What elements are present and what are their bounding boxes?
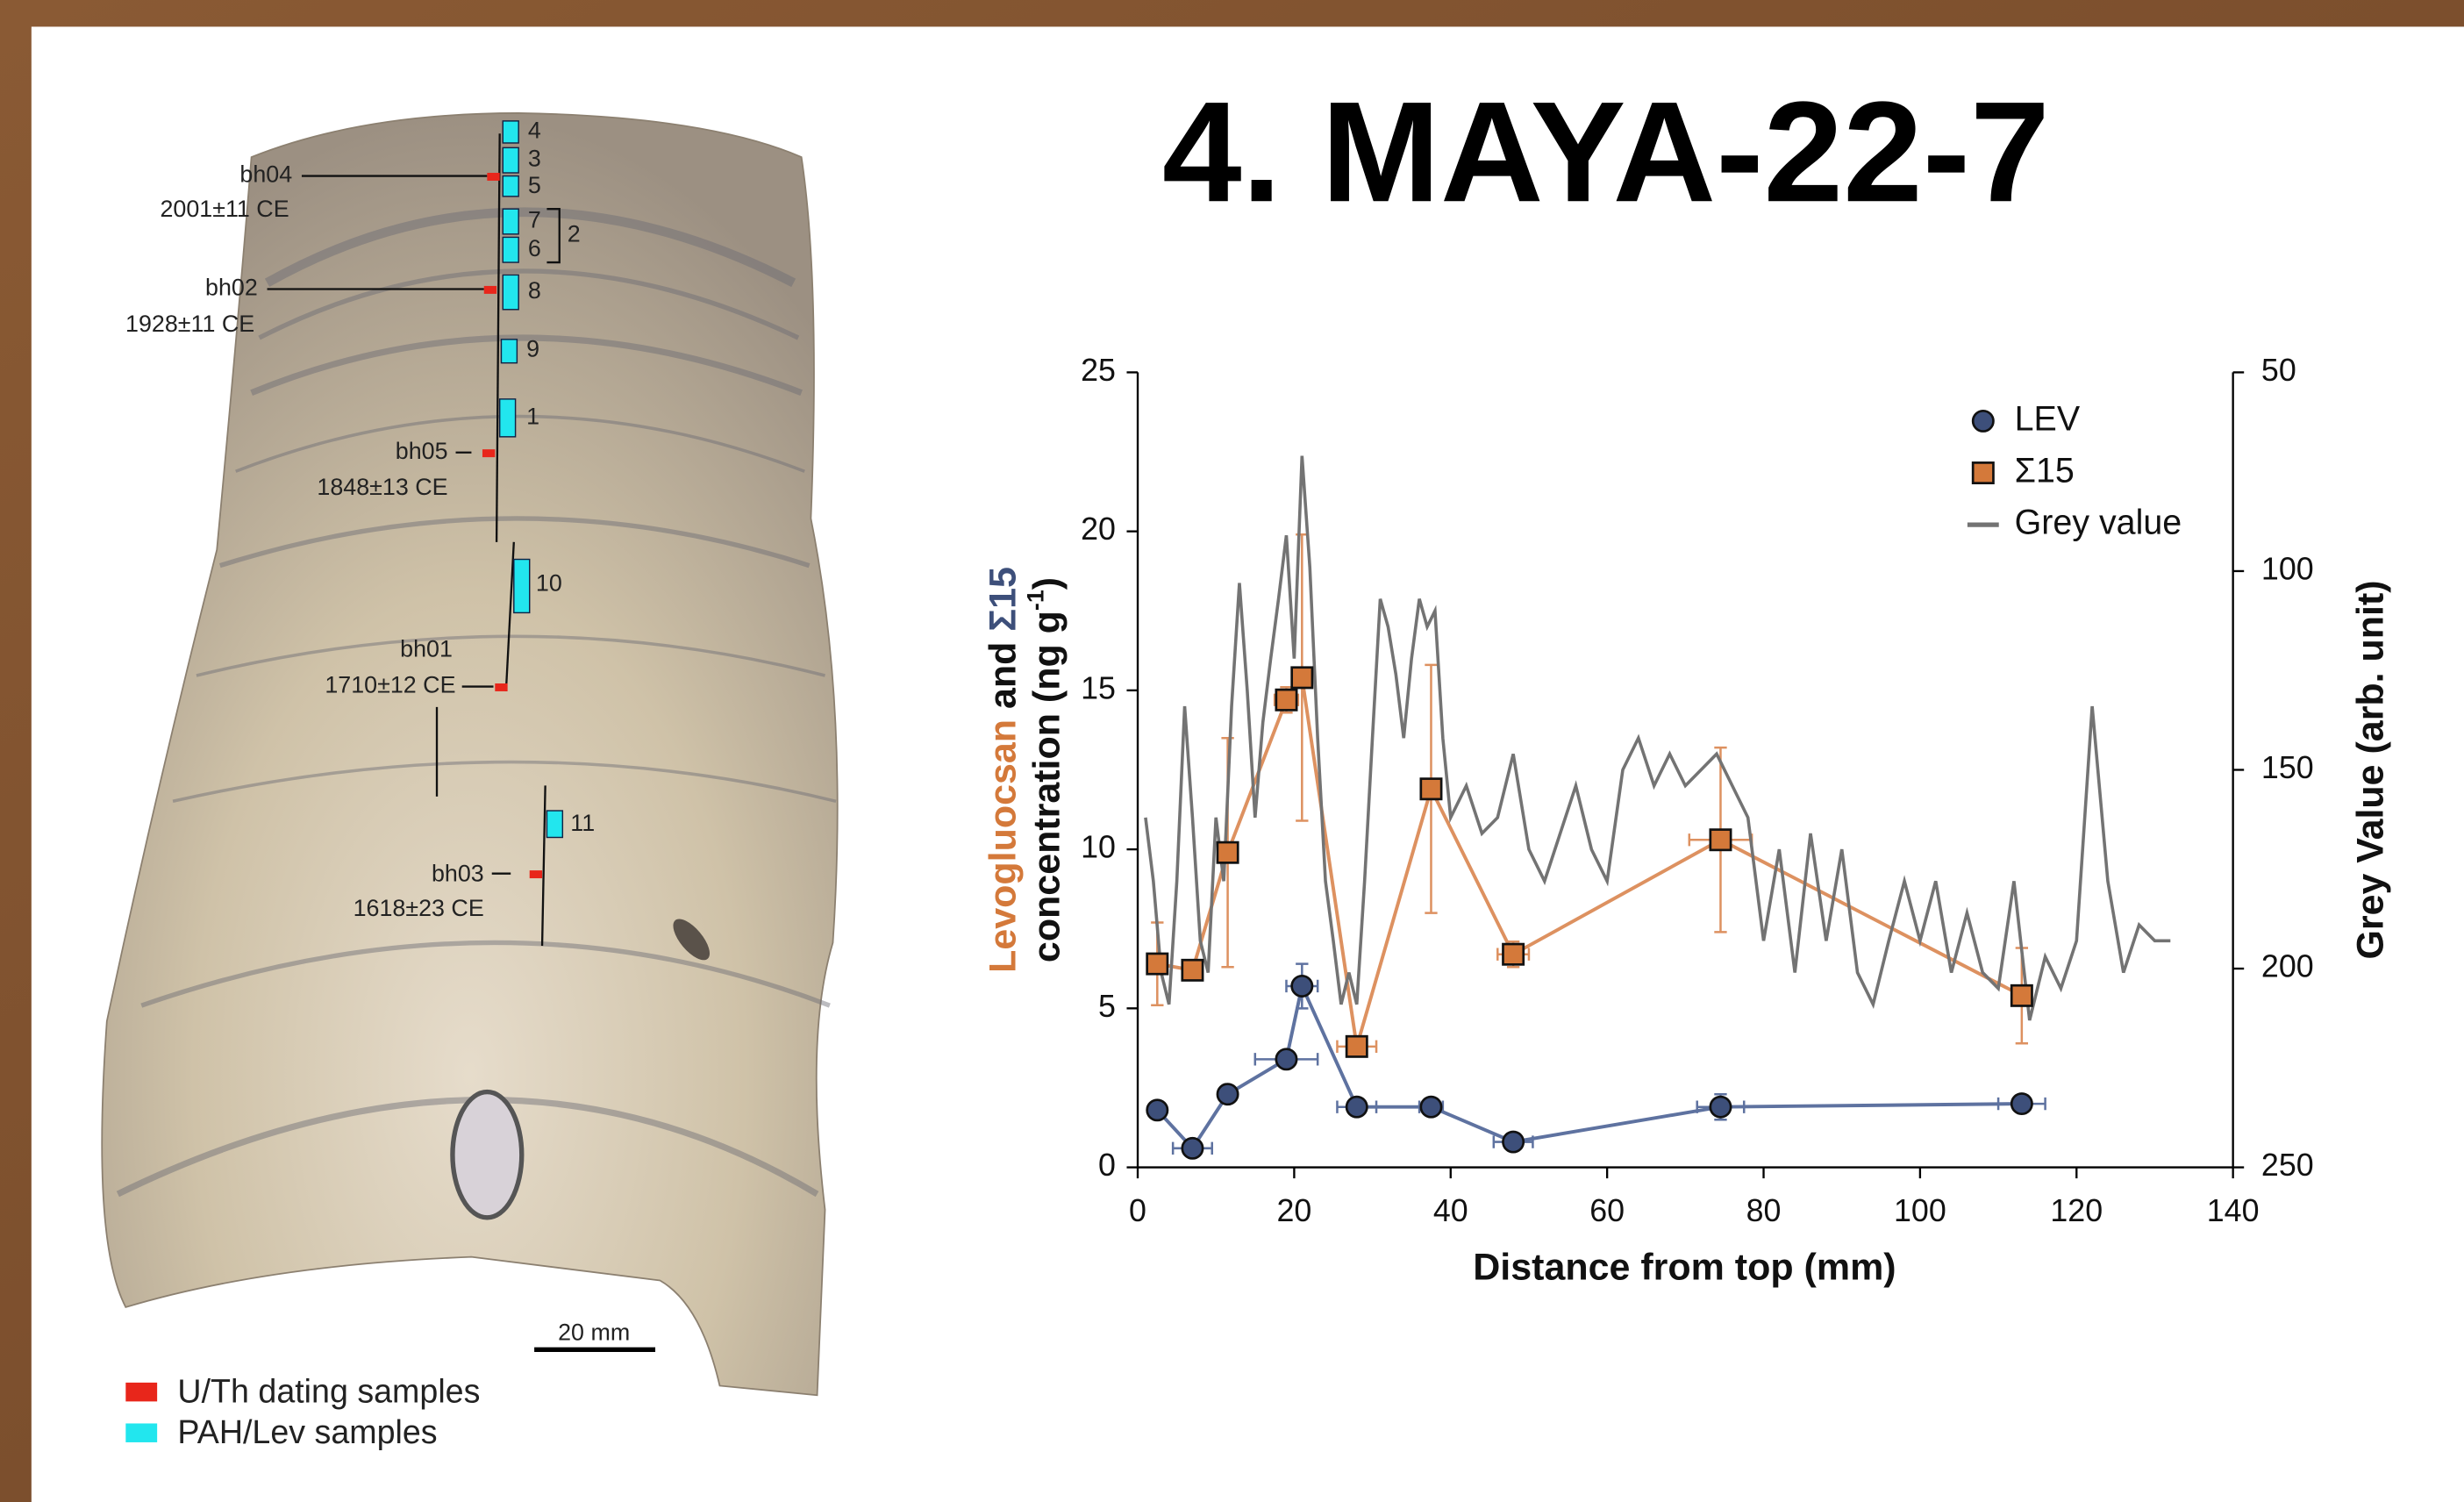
point (1421, 1097, 1441, 1117)
dating-id: bh02 (205, 275, 258, 301)
y2-tick-label: 100 (2261, 551, 2314, 586)
x-tick-label: 80 (1746, 1193, 1782, 1228)
point (2011, 1093, 2032, 1113)
legend-marker (1973, 411, 1993, 431)
y-tick-label: 0 (1098, 1148, 1116, 1183)
sample-label: 6 (528, 235, 541, 261)
point (1182, 960, 1203, 980)
x-tick-label: 60 (1589, 1193, 1625, 1228)
dating-age: 1848±13 CE (317, 474, 447, 500)
y-axis-label: Levogluocsan and Σ15 (982, 567, 1025, 973)
dating-id: bh03 (432, 861, 484, 887)
sample-label: 3 (528, 146, 541, 172)
point (1218, 842, 1238, 862)
y2-tick-label: 250 (2261, 1148, 2314, 1183)
legend-label: LEV (2015, 399, 2081, 438)
point (1147, 1100, 1168, 1120)
dating-age: 1710±12 CE (325, 672, 455, 698)
point (1346, 1036, 1367, 1056)
y-tick-label: 10 (1081, 830, 1116, 865)
point (1182, 1138, 1203, 1158)
point (1711, 830, 1731, 850)
point (1711, 1097, 1731, 1117)
sample-label: 1 (526, 403, 539, 429)
y-label-part: and (982, 642, 1025, 709)
slide: 4. MAYA-22-7 (0, 0, 2464, 1502)
sample-label: 11 (570, 810, 595, 836)
y2-tick-label: 150 (2261, 750, 2314, 785)
dating-age: 1618±23 CE (354, 895, 484, 921)
dating-id: bh05 (396, 438, 448, 464)
x-tick-label: 20 (1276, 1193, 1311, 1228)
y2-tick-label: 50 (2261, 353, 2296, 388)
y-tick-label: 20 (1081, 511, 1116, 547)
stalagmite-figure: 4 3 5 7 6 2 8 9 1 10 11 bh04 2001±11 CE … (102, 113, 838, 1450)
legend-label: Σ15 (2015, 451, 2075, 490)
point (1421, 779, 1441, 799)
dating-id: bh01 (400, 635, 453, 662)
x-tick-label: 0 (1129, 1193, 1146, 1228)
sample-label: 10 (536, 569, 562, 596)
x-tick-label: 120 (2050, 1193, 2103, 1228)
y-tick-label: 15 (1081, 670, 1116, 705)
legend-label: PAH/Lev samples (177, 1413, 437, 1450)
x-tick-label: 100 (1894, 1193, 1946, 1228)
y-tick-label: 25 (1081, 353, 1116, 388)
legend-swatch (125, 1383, 157, 1401)
y-label-part: Σ15 (982, 567, 1025, 632)
legend-marker (1973, 462, 1993, 483)
point (1276, 1049, 1296, 1069)
y-label-part: Levogluocsan (982, 719, 1025, 973)
legend-label: U/Th dating samples (177, 1372, 480, 1409)
point (1292, 668, 1312, 688)
y-tick-label: 5 (1098, 989, 1116, 1024)
y-label-part: ) (1026, 577, 1068, 590)
point (1276, 690, 1296, 710)
sample-label: 5 (528, 172, 541, 198)
point (1503, 944, 1523, 964)
y-axis-label: concentration (ng g-1) (1022, 577, 1068, 962)
legend-swatch (125, 1423, 157, 1441)
dating-age: 1928±11 CE (125, 311, 254, 337)
point (1218, 1084, 1238, 1105)
y-label-part: concentration (ng g (1026, 611, 1068, 962)
x-tick-label: 140 (2207, 1193, 2260, 1228)
point (1147, 954, 1168, 974)
y2-axis-label: Grey Value (arb. unit) (2349, 580, 2391, 959)
y2-tick-label: 200 (2261, 948, 2314, 983)
sample-label: 9 (526, 335, 539, 361)
dating-id: bh04 (239, 161, 292, 188)
y-label-part: -1 (1022, 590, 1048, 611)
point (1503, 1132, 1523, 1152)
legend-label: Grey value (2015, 504, 2182, 542)
x-tick-label: 40 (1433, 1193, 1468, 1228)
sample-label: 8 (528, 277, 541, 304)
sample-label: 4 (528, 118, 541, 144)
x-axis-label: Distance from top (mm) (1473, 1246, 1896, 1288)
sample-label: 7 (528, 207, 541, 233)
point (1292, 976, 1312, 996)
sample-label: 2 (568, 221, 581, 247)
point (2011, 985, 2032, 1005)
point (1346, 1097, 1367, 1117)
slide-title: 4. MAYA-22-7 (1162, 71, 2050, 232)
central-cavity (453, 1092, 522, 1218)
scale-bar-label: 20 mm (558, 1319, 630, 1345)
dating-age: 2001±11 CE (160, 196, 289, 222)
